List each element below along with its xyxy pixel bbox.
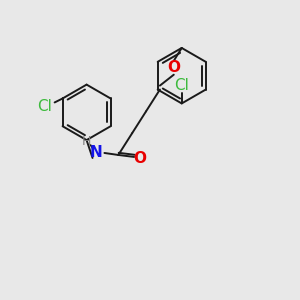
Text: Cl: Cl	[37, 99, 52, 114]
Text: O: O	[167, 60, 180, 75]
Text: Cl: Cl	[174, 78, 189, 93]
Text: H: H	[82, 135, 91, 148]
Text: O: O	[134, 152, 147, 166]
Text: N: N	[90, 146, 103, 160]
